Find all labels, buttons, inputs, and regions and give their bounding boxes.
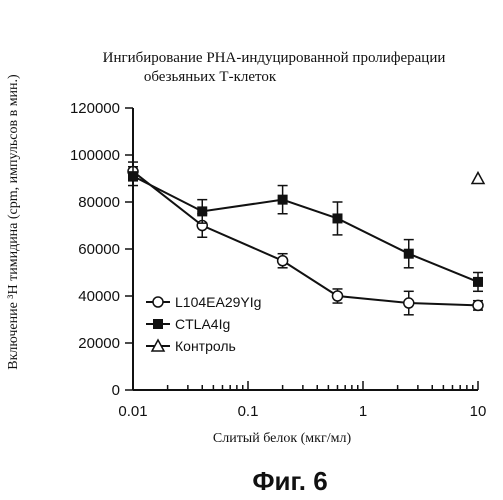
x-tick-label-3: 10 [470,403,487,420]
y-tick-label-2: 40000 [78,288,120,305]
data-point-0-5 [473,300,483,310]
x-tick-label-1: 0.1 [238,403,259,420]
data-point-1-4 [404,249,414,259]
x-tick-label-2: 1 [359,403,367,420]
chart-title-line2: обезьяньих Т-клеток [144,69,277,85]
data-point-1-5 [473,277,483,287]
data-point-0-3 [332,291,342,301]
y-axis-ticks: 0 20000 40000 60000 80000 100000 120000 [70,100,133,399]
x-axis-label: Слитый белок (мкг/мл) [213,431,352,446]
data-point-1-0 [128,171,138,181]
data-point-1-1 [197,206,207,216]
legend-label-l104: L104EA29YIg [175,294,261,310]
y-axis-label: Включение ³H тимидина (cpm, импульсов в … [6,74,21,370]
data-point-0-2 [278,256,288,266]
series-line-1 [133,176,478,282]
y-tick-label-4: 80000 [78,194,120,211]
y-tick-label-6: 120000 [70,100,120,117]
x-axis-ticks: 0.01 0.1 1 10 [118,381,486,420]
series-group [128,162,484,315]
series-line-0 [133,171,478,305]
y-tick-label-5: 100000 [70,147,120,164]
data-point-1-2 [278,195,288,205]
figure-label: Фиг. 6 [252,466,327,496]
data-point-2-0 [472,173,484,184]
chart-title-line1: Ингибирование PHA-индуцированной пролифе… [103,50,446,66]
data-point-1-3 [332,213,342,223]
legend: L104EA29YIg CTLA4Ig Контроль [146,294,261,354]
legend-label-control: Контроль [175,338,236,354]
x-tick-label-0: 0.01 [118,403,147,420]
data-point-0-4 [404,298,414,308]
legend-marker-l104 [153,297,163,307]
y-tick-label-1: 20000 [78,335,120,352]
y-tick-label-0: 0 [112,382,120,399]
legend-label-ctla4: CTLA4Ig [175,316,230,332]
y-tick-label-3: 60000 [78,241,120,258]
legend-marker-ctla4 [153,319,163,329]
